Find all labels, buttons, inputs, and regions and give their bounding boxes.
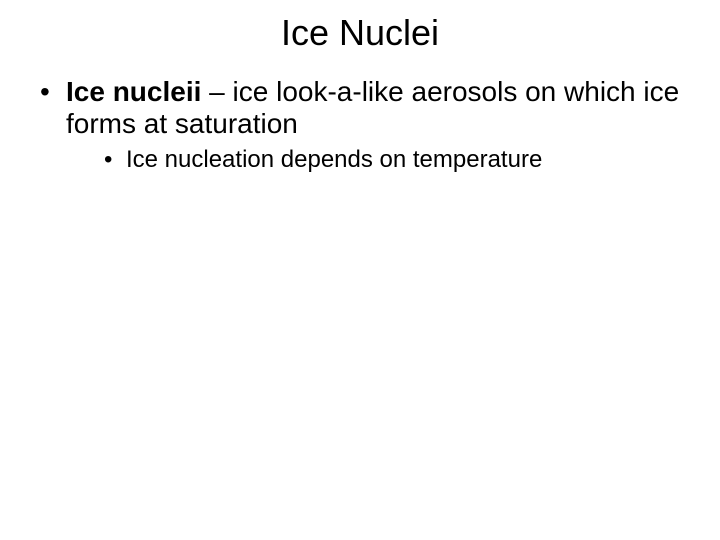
bullet-level-1: • Ice nucleii – ice look-a-like aerosols… — [40, 76, 690, 140]
slide-title: Ice Nuclei — [0, 0, 720, 54]
bullet-text: Ice nucleii – ice look-a-like aerosols o… — [66, 76, 690, 140]
bullet-text: Ice nucleation depends on temperature — [126, 146, 690, 175]
bullet-separator: – — [201, 76, 232, 107]
bullet-level-2: • Ice nucleation depends on temperature — [104, 146, 690, 175]
bullet-marker: • — [104, 146, 126, 175]
bullet-marker: • — [40, 76, 66, 140]
bullet-term: Ice nucleii — [66, 76, 201, 107]
slide: Ice Nuclei • Ice nucleii – ice look-a-li… — [0, 0, 720, 540]
slide-body: • Ice nucleii – ice look-a-like aerosols… — [0, 54, 720, 175]
